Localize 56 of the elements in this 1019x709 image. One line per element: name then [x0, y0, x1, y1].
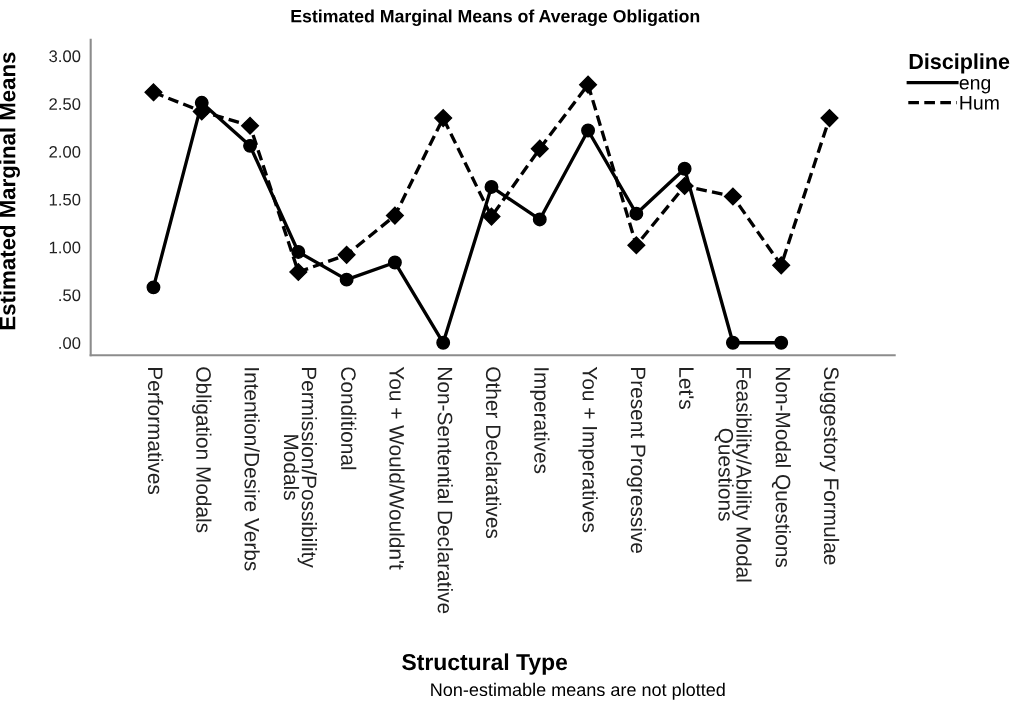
point	[387, 255, 402, 270]
x-tick-label: Feasibility/Ability Modal Questions	[714, 368, 752, 582]
x-axis-title: Structural Type	[402, 653, 568, 675]
y-axis-title: Estimated Marginal Means	[0, 52, 20, 330]
point	[579, 75, 598, 94]
x-tick-label: Conditional	[341, 367, 357, 470]
point	[144, 83, 163, 102]
legend-label: Hum	[960, 96, 999, 110]
x-tick-label: Intention/Desire Verbs	[244, 368, 260, 571]
point	[243, 138, 257, 153]
x-tick-label: You + Imperatives	[578, 366, 598, 533]
y-tick-label: .00	[59, 337, 81, 349]
legend-label: eng	[959, 78, 991, 94]
point	[385, 206, 404, 225]
point	[146, 280, 161, 295]
point	[434, 109, 453, 128]
y-tick-label: .50	[59, 289, 81, 302]
point	[484, 179, 499, 194]
point	[820, 109, 839, 128]
point	[675, 176, 694, 196]
point	[627, 236, 646, 255]
point	[289, 262, 308, 282]
point	[725, 335, 740, 350]
point	[482, 207, 501, 226]
y-tick-label: 1.00	[49, 241, 81, 254]
x-tick-label: Imperatives	[530, 368, 550, 474]
point	[774, 335, 789, 350]
x-tick-label: Non-Modal Questions	[771, 368, 791, 568]
point	[532, 212, 547, 227]
y-tick-label: 1.50	[49, 193, 81, 206]
point	[240, 116, 260, 135]
point	[436, 335, 451, 350]
point	[581, 123, 595, 138]
x-tick-label: Other Declaratives	[485, 367, 502, 539]
x-tick-label: Obligation Modals	[192, 367, 212, 533]
y-tick-label: 2.50	[49, 98, 81, 110]
x-tick-label: Let's	[679, 368, 694, 409]
point	[772, 256, 791, 275]
point	[530, 139, 549, 158]
y-tick-label: 2.00	[49, 145, 81, 158]
x-tick-label: You + Would/Wouldn't	[389, 366, 405, 570]
point	[337, 245, 356, 264]
x-tick-label: Non-Sentential Declarative	[437, 368, 453, 614]
y-tick-label: 3.00	[49, 50, 81, 63]
x-tick-label: Suggestory Formulae	[819, 367, 840, 565]
point	[339, 272, 354, 287]
chart-title: Estimated Marginal Means of Average Obligation	[291, 9, 700, 27]
point	[723, 187, 742, 206]
point	[291, 245, 306, 259]
x-tick-label: Performatives	[147, 368, 164, 495]
x-tick-label: Permission/Possibility Modals	[283, 368, 317, 568]
legend-title: Discipline	[909, 53, 1010, 74]
x-tick-label: Present Progressive	[626, 368, 647, 553]
text: Non-estimable means are not plotted	[431, 682, 725, 700]
point	[629, 206, 644, 221]
point	[677, 161, 692, 176]
